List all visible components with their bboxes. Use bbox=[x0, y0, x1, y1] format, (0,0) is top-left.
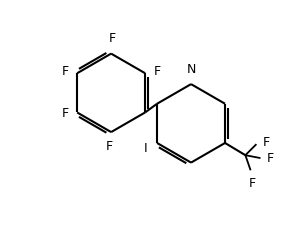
Text: F: F bbox=[248, 177, 256, 190]
Text: F: F bbox=[106, 140, 113, 153]
Text: F: F bbox=[109, 32, 116, 45]
Text: F: F bbox=[267, 152, 274, 165]
Text: F: F bbox=[154, 65, 161, 78]
Text: N: N bbox=[187, 63, 196, 76]
Text: F: F bbox=[263, 136, 270, 149]
Text: F: F bbox=[61, 65, 68, 78]
Text: I: I bbox=[144, 142, 148, 155]
Text: F: F bbox=[61, 107, 68, 120]
